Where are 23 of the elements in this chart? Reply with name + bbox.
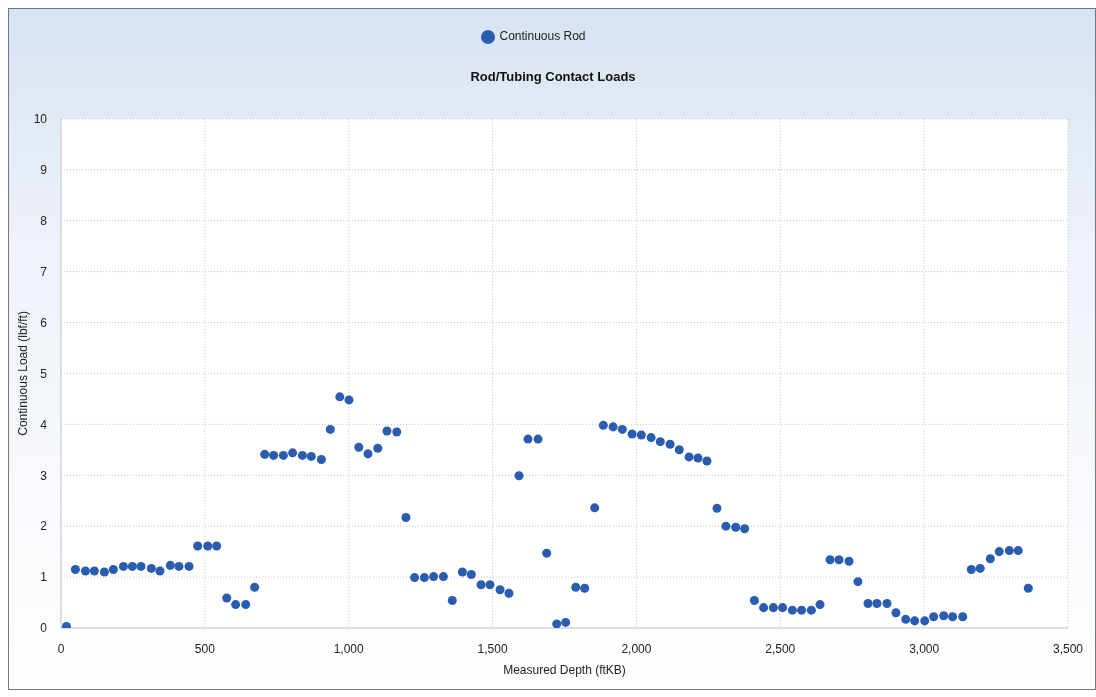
x-tick-label: 1,000 xyxy=(333,641,365,656)
y-tick-label: 10 xyxy=(33,112,48,127)
y-tick-label: 3 xyxy=(40,468,48,483)
y-tick-label: 1 xyxy=(40,570,48,585)
legend-label: Continuous Rod xyxy=(499,29,586,43)
y-tick-label: 2 xyxy=(40,519,48,534)
x-tick-label: 2,000 xyxy=(621,641,652,656)
y-tick-label: 5 xyxy=(40,366,48,381)
y-tick-label: 0 xyxy=(40,621,48,636)
x-tick-label: 1,500 xyxy=(477,641,508,656)
y-axis-title: Continuous Load (lbf/ft) xyxy=(16,311,31,436)
x-tick-label: 2,500 xyxy=(765,641,796,656)
x-tick-label: 500 xyxy=(194,641,216,656)
y-tick-label: 6 xyxy=(40,315,48,330)
chart-title: Rod/Tubing Contact Loads xyxy=(469,69,637,84)
x-tick-label: 0 xyxy=(57,641,65,656)
x-tick-label: 3,000 xyxy=(909,641,940,656)
x-axis-title: Measured Depth (ftKB) xyxy=(503,663,626,677)
y-tick-label: 4 xyxy=(40,417,48,432)
y-tick-label: 9 xyxy=(40,163,48,178)
x-tick-label: 3,500 xyxy=(1052,641,1084,656)
y-tick-label: 8 xyxy=(40,213,48,228)
y-tick-label: 7 xyxy=(40,264,48,279)
